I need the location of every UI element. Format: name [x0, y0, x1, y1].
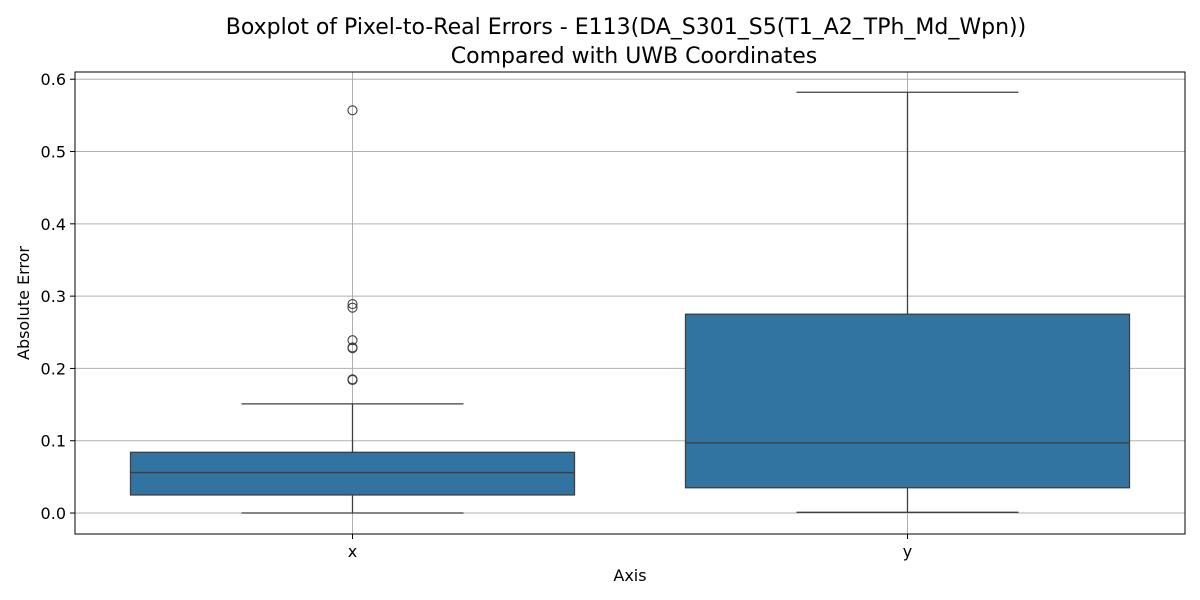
- y-axis-ticks: 0.0 0.1 0.2 0.3 0.4 0.5 0.6: [41, 70, 75, 523]
- plot-frame: [74, 71, 1186, 535]
- chart-title-line-2: Compared with UWB Coordinates: [451, 44, 817, 69]
- outlier-point: [347, 335, 358, 346]
- y-tick-label: 0.1: [41, 432, 66, 451]
- y-tick-label: 0.0: [41, 504, 66, 523]
- y-axis-label: Absolute Error: [14, 246, 33, 360]
- box-layer: [129, 91, 1131, 514]
- outlier-point: [347, 105, 358, 116]
- y-tick-label: 0.4: [41, 215, 66, 234]
- outlier-point: [347, 299, 358, 310]
- y-tick-label: 0.5: [41, 143, 66, 162]
- x-axis-label: Axis: [613, 566, 646, 585]
- y-tick-label: 0.6: [41, 70, 66, 89]
- grid-layer: [75, 72, 1185, 534]
- y-tick-label: 0.2: [41, 359, 66, 378]
- chart-title-line-1: Boxplot of Pixel-to-Real Errors - E113(D…: [226, 15, 1026, 40]
- x-tick-label: y: [903, 542, 912, 561]
- box-y: [684, 313, 1131, 489]
- x-tick-label: x: [348, 542, 357, 561]
- outlier-point: [347, 374, 358, 386]
- box-x: [129, 451, 576, 496]
- y-tick-label: 0.3: [41, 287, 66, 306]
- outlier-point: [347, 302, 358, 313]
- outlier-point: [347, 343, 358, 354]
